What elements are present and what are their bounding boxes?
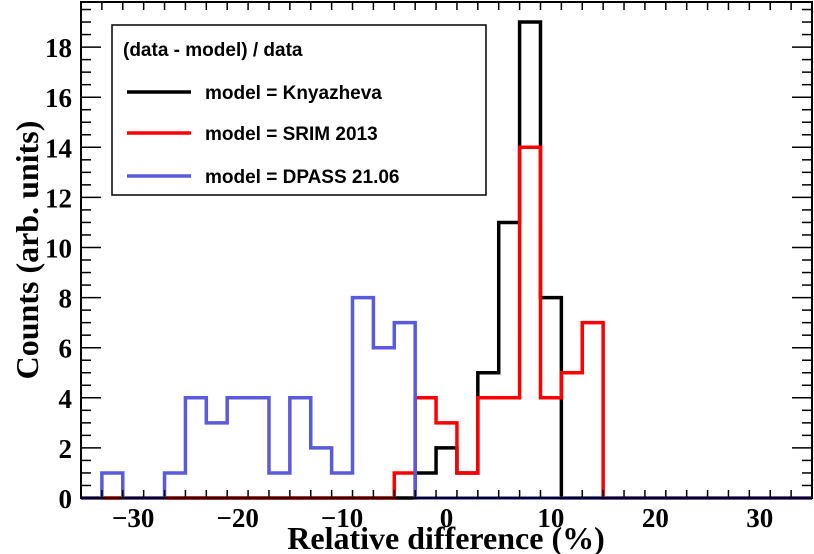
y-tick-label: 8	[59, 284, 73, 314]
tick-labels: −30 −20 −10 0 10 20 30 0 2 4 6 8 10 12 14 16 18	[45, 33, 773, 533]
series-2-histogram	[81, 295, 812, 500]
x-tick-label: −30	[112, 503, 154, 533]
y-tick-label: 0	[59, 484, 73, 514]
x-tick-label: −20	[216, 503, 258, 533]
y-tick-label: 18	[45, 33, 72, 63]
legend-label-knyazheva: model = Knyazheva	[205, 83, 382, 104]
y-tick-label: 12	[45, 183, 72, 213]
y-tick-label: 14	[45, 133, 72, 163]
legend-label-srim: model = SRIM 2013	[205, 124, 378, 145]
series-1-histogram	[81, 145, 812, 500]
y-tick-label: 2	[59, 434, 73, 464]
y-tick-label: 6	[59, 334, 73, 364]
x-tick-label: 0	[440, 503, 454, 533]
axis-ticks	[80, 2, 813, 499]
x-axis-title: Relative difference (%)	[287, 520, 605, 554]
legend-box	[111, 24, 487, 196]
x-tick-label: −10	[321, 503, 363, 533]
x-tick-label: 10	[537, 503, 564, 533]
y-tick-label: 4	[59, 384, 73, 414]
y-axis-title: Counts (arb. units)	[9, 121, 45, 380]
legend: (data - model) / data model = Knyazheva …	[111, 24, 487, 196]
plot-frame	[80, 1, 813, 499]
x-tick-label: 30	[746, 503, 773, 533]
legend-label-dpass: model = DPASS 21.06	[205, 167, 399, 188]
x-tick-label: 20	[642, 503, 669, 533]
legend-header: (data - model) / data	[123, 40, 303, 61]
y-tick-label: 16	[45, 83, 72, 113]
y-tick-label: 10	[45, 233, 72, 263]
